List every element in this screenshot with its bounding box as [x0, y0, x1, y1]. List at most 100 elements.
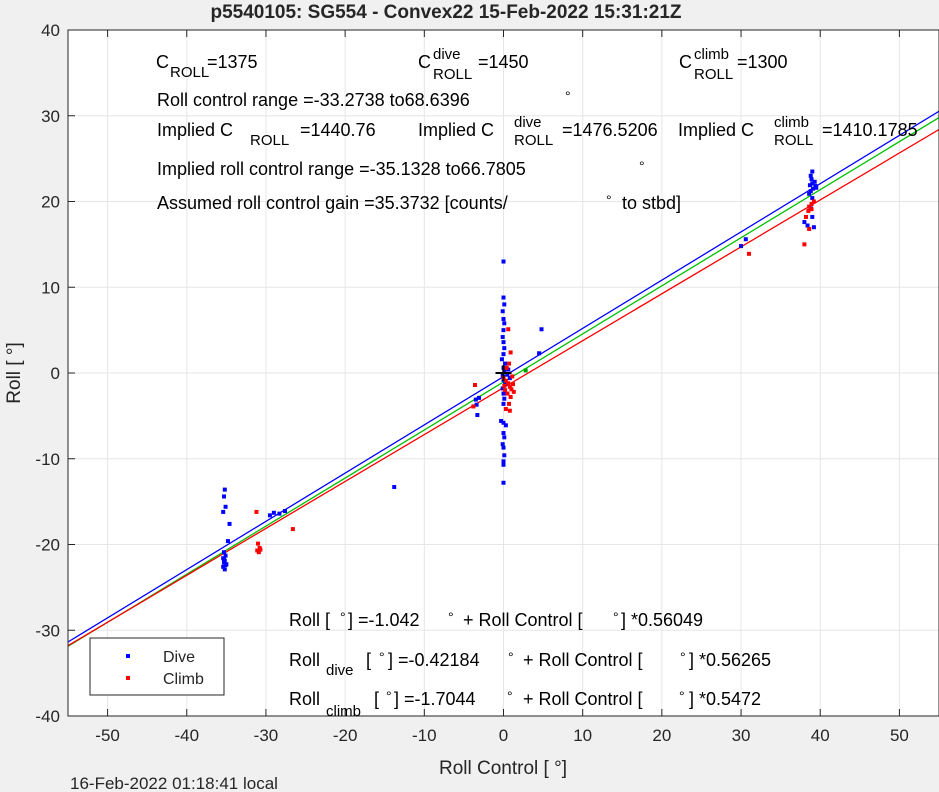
y-axis-label: Roll [ °] [4, 342, 25, 403]
data-point [503, 388, 508, 393]
data-point [511, 389, 516, 394]
eq-climb-d: + Roll Control [ [523, 689, 643, 709]
c-roll-climb-value: =1300 [737, 52, 788, 72]
data-point [500, 334, 505, 339]
data-point [739, 244, 744, 249]
data-point [501, 445, 506, 450]
data-point [501, 401, 506, 406]
c-roll-sub: ROLL [170, 64, 209, 81]
data-point [502, 346, 507, 351]
data-point [500, 386, 505, 391]
eq-climb-b: [ [374, 689, 379, 709]
data-point [803, 214, 808, 219]
eq-all-d: ] *0.56049 [621, 610, 703, 630]
data-point [501, 459, 506, 464]
data-point [221, 557, 226, 562]
data-point [501, 316, 506, 321]
data-point [505, 391, 510, 396]
data-point [808, 189, 813, 194]
c-roll-climb-symbol: C [679, 52, 692, 72]
data-point [221, 509, 226, 514]
data-point [475, 413, 480, 418]
axis-ticks: -50 -40 -30 -20 -10 0 10 20 30 40 50 -40 -30 -20 -10 0 1… [35, 21, 908, 745]
eq-climb-c: ] =-1.7044 [394, 689, 476, 709]
data-point [222, 567, 227, 572]
data-point [506, 381, 511, 386]
data-point [258, 547, 263, 552]
c-roll-climb-sup: climb [694, 46, 729, 63]
implied-roll-control-range: Implied roll control range =-35.1328 to6… [157, 159, 526, 179]
data-point [501, 352, 506, 357]
data-point [502, 453, 507, 458]
gain-degree: ° [606, 192, 612, 208]
data-point [254, 509, 259, 514]
eq-climb-a: Roll [289, 689, 320, 709]
roll-control-range: Roll control range =-33.2738 to68.6396 [157, 90, 470, 110]
data-point [507, 384, 512, 389]
c-roll-climb-sub: ROLL [694, 66, 733, 83]
data-point [806, 208, 811, 213]
eq-dive-a: Roll [289, 650, 320, 670]
c-roll-value: =1375 [207, 52, 258, 72]
data-point [224, 562, 229, 567]
data-point [500, 309, 505, 314]
y-tick-label: -30 [35, 621, 60, 640]
data-point [810, 181, 815, 186]
implied-c-dive-value: =1476.5206 [562, 120, 658, 140]
data-point [499, 419, 504, 424]
implied-c-dive-sup: dive [514, 114, 542, 131]
y-tick-label: 20 [41, 193, 60, 212]
chart-title: p5540105: SG554 - Convex22 15-Feb-2022 1… [210, 2, 681, 23]
data-point [807, 183, 812, 188]
implied-c-dive-label: Implied C [418, 120, 494, 140]
gain-suffix: to stbd] [622, 193, 681, 213]
y-tick-label: 0 [51, 364, 60, 383]
eq-dive-b: [ [366, 650, 371, 670]
data-point [809, 202, 814, 207]
eq-all-a: Roll [ [289, 610, 330, 630]
data-point [221, 550, 226, 555]
data-point [810, 214, 815, 219]
implied-c-value: =1440.76 [300, 120, 376, 140]
implied-c-dive-sub: ROLL [514, 132, 553, 149]
data-point [814, 185, 819, 190]
data-point [812, 179, 817, 184]
data-point [267, 513, 272, 518]
data-point [227, 521, 232, 526]
c-roll-dive-sub: ROLL [433, 66, 472, 83]
data-point [503, 378, 508, 383]
data-point [507, 376, 512, 381]
implied-c-climb-label: Implied C [678, 120, 754, 140]
eq-dive-deg3: ° [680, 649, 686, 665]
data-point [807, 226, 812, 231]
footer-timestamp: 16-Feb-2022 01:18:41 local [70, 774, 278, 792]
eq-all-c: + Roll Control [ [463, 610, 583, 630]
data-point [811, 186, 816, 191]
data-point [392, 485, 397, 490]
data-point [476, 395, 481, 400]
c-roll-dive-value: =1450 [478, 52, 529, 72]
y-tick-label: 10 [41, 278, 60, 297]
eq-climb-sub: climb [326, 703, 361, 720]
eq-all-b: ] =-1.042 [348, 610, 420, 630]
implied-c-climb-sub: ROLL [774, 132, 813, 149]
data-point [805, 223, 810, 228]
data-point [510, 374, 515, 379]
data-point [282, 509, 287, 514]
eq-all-deg1: ° [340, 609, 346, 625]
data-point [256, 541, 261, 546]
x-tick-label: -30 [254, 726, 279, 745]
data-point [746, 251, 751, 256]
eq-climb-deg3: ° [679, 688, 685, 704]
data-point [809, 207, 814, 212]
c-roll-dive-symbol: C [418, 52, 431, 72]
data-point [508, 350, 513, 355]
data-point [501, 462, 506, 467]
eq-dive-deg1: ° [379, 649, 385, 665]
legend-climb-marker [126, 676, 130, 680]
eq-dive-sub: dive [326, 662, 354, 679]
implied-c-climb-sup: climb [774, 114, 809, 131]
x-tick-label: 30 [732, 726, 751, 745]
data-point [810, 169, 815, 174]
origin-marker [495, 365, 512, 381]
